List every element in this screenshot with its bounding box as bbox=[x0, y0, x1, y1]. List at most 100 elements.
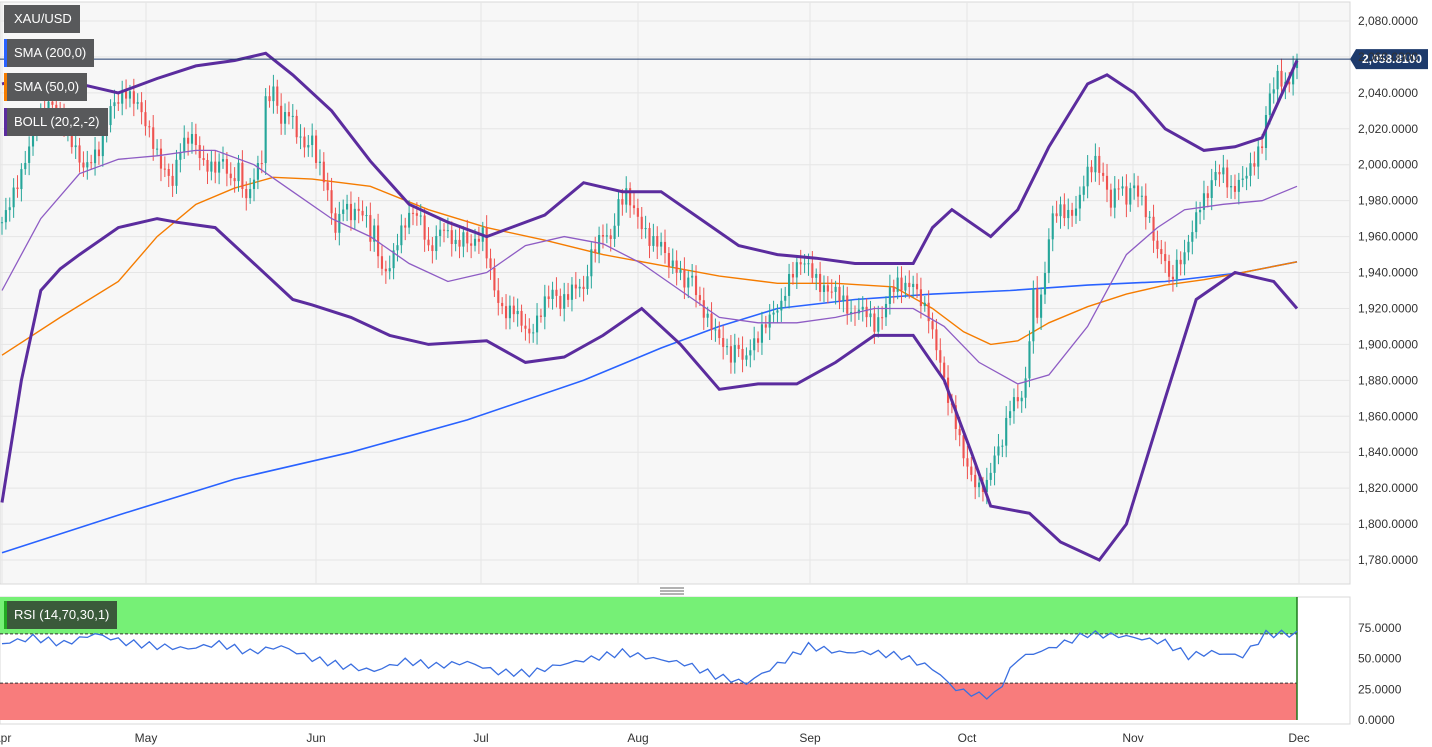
candle-body bbox=[93, 149, 97, 164]
candle-body bbox=[714, 329, 717, 331]
candle-body bbox=[283, 112, 287, 124]
candle-body bbox=[644, 228, 647, 230]
candle-body bbox=[555, 289, 558, 296]
rsi-line bbox=[1, 629, 1298, 700]
sma50-label[interactable]: SMA (50,0) bbox=[4, 73, 88, 101]
candle-body bbox=[1032, 288, 1035, 342]
candle-body bbox=[187, 137, 190, 144]
candle-body bbox=[512, 305, 515, 315]
candle-body bbox=[276, 86, 279, 106]
candle-body bbox=[822, 285, 826, 292]
candle-body bbox=[82, 162, 85, 168]
candle-body bbox=[776, 310, 779, 313]
candle-body bbox=[1230, 186, 1233, 188]
candle-body bbox=[621, 199, 624, 205]
symbol-label[interactable]: XAU/USD bbox=[4, 5, 80, 33]
candle-body bbox=[923, 302, 926, 307]
boll-label[interactable]: BOLL (20,2,-2) bbox=[4, 108, 108, 136]
candle-body bbox=[148, 126, 151, 128]
candle-body bbox=[613, 225, 616, 239]
candle-body bbox=[1226, 167, 1229, 188]
candle-body bbox=[346, 203, 349, 210]
candle-body bbox=[838, 286, 841, 302]
candle-body bbox=[1218, 171, 1221, 175]
candle-body bbox=[1167, 261, 1171, 277]
y-tick-label: 1,920.0000 bbox=[1358, 301, 1418, 315]
x-tick-label: Oct bbox=[958, 731, 977, 745]
candle-body bbox=[811, 263, 814, 278]
candle-body bbox=[900, 277, 903, 291]
candle-body bbox=[353, 208, 356, 221]
candle-body bbox=[431, 245, 434, 252]
candle-body bbox=[144, 112, 147, 127]
candle-body bbox=[706, 313, 709, 318]
candle-body bbox=[958, 429, 961, 436]
candle-body bbox=[1129, 188, 1132, 205]
candle-body bbox=[636, 208, 639, 217]
candle-body bbox=[156, 148, 159, 150]
candle-body bbox=[977, 482, 981, 488]
candle-body bbox=[233, 178, 236, 182]
candle-body bbox=[791, 274, 795, 278]
candle-body bbox=[1102, 172, 1105, 176]
candle-body bbox=[764, 324, 767, 328]
candle-body bbox=[605, 235, 608, 237]
candle-body bbox=[632, 205, 636, 209]
candle-body bbox=[1071, 209, 1074, 216]
candle-body bbox=[574, 284, 577, 289]
candle-body bbox=[423, 215, 426, 240]
candle-body bbox=[113, 102, 116, 107]
candle-body bbox=[1078, 194, 1081, 209]
candle-body bbox=[927, 302, 930, 322]
candle-body bbox=[268, 96, 271, 102]
candle-body bbox=[892, 287, 895, 292]
candle-body bbox=[675, 260, 678, 273]
candle-body bbox=[1009, 411, 1012, 418]
candle-body bbox=[408, 212, 411, 228]
candle-body bbox=[629, 188, 632, 206]
candle-body bbox=[0, 222, 4, 224]
candle-body bbox=[877, 317, 880, 332]
candle-body bbox=[1245, 175, 1248, 179]
candle-body bbox=[411, 212, 415, 214]
candle-body bbox=[237, 162, 240, 182]
candle-body bbox=[1164, 254, 1167, 262]
candle-body bbox=[183, 137, 186, 153]
candle-body bbox=[582, 286, 585, 289]
candle-body bbox=[400, 225, 403, 246]
candle-body bbox=[485, 227, 488, 259]
sma200-label[interactable]: SMA (200,0) bbox=[4, 39, 95, 67]
candle-body bbox=[850, 312, 853, 314]
candle-body bbox=[1292, 68, 1295, 85]
candle-body bbox=[1136, 185, 1140, 197]
candle-body bbox=[439, 229, 442, 237]
candle-body bbox=[625, 188, 628, 205]
pane-resize-handle[interactable] bbox=[660, 587, 684, 595]
candle-body bbox=[1074, 208, 1078, 216]
candle-body bbox=[660, 241, 663, 247]
candle-body bbox=[241, 162, 244, 189]
candle-body bbox=[1152, 216, 1155, 241]
candle-body bbox=[873, 313, 876, 332]
candle-body bbox=[683, 269, 686, 288]
candle-body bbox=[171, 175, 174, 186]
rsi-label[interactable]: RSI (14,70,30,1) bbox=[4, 601, 118, 629]
candle-body bbox=[12, 187, 15, 208]
candle-body bbox=[1214, 171, 1217, 181]
candle-body bbox=[1183, 252, 1186, 265]
candle-body bbox=[1125, 186, 1128, 205]
candle-body bbox=[865, 306, 868, 318]
candle-body bbox=[784, 295, 787, 301]
candle-body bbox=[807, 263, 810, 265]
candle-body bbox=[578, 286, 581, 289]
candle-body bbox=[846, 295, 849, 314]
candle-body bbox=[535, 315, 539, 333]
candle-body bbox=[590, 249, 593, 277]
candle-body bbox=[768, 314, 771, 328]
candle-body bbox=[338, 213, 341, 233]
candle-body bbox=[962, 435, 965, 459]
candle-body bbox=[516, 310, 519, 315]
candle-body bbox=[229, 173, 232, 179]
candle-body bbox=[749, 350, 752, 356]
candle-body bbox=[342, 209, 345, 214]
